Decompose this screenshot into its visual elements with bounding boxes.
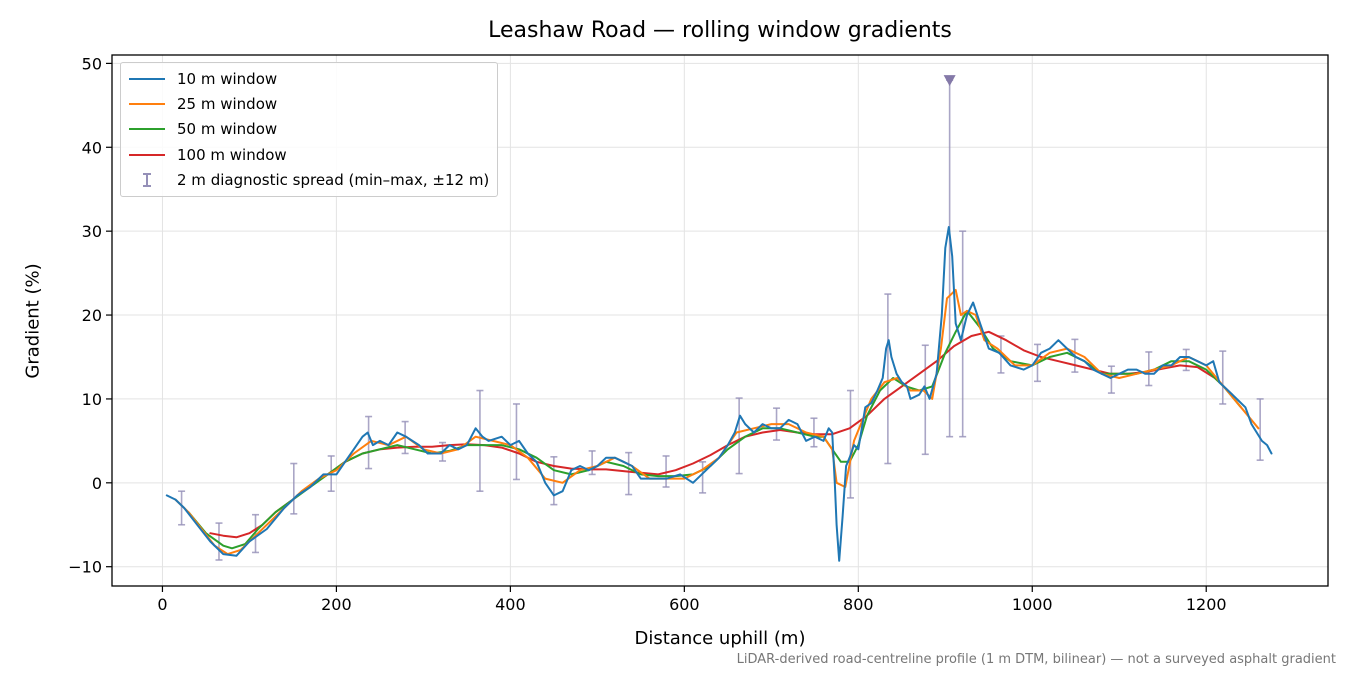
error-bar <box>735 397 743 475</box>
x-axis-label: Distance uphill (m) <box>634 628 806 649</box>
y-tick-label: 50 <box>82 54 102 73</box>
plot-frame <box>111 54 1329 587</box>
error-bar <box>588 450 596 476</box>
legend-item-errorbar: 2 m diagnostic spread (min–max, ±12 m) <box>129 167 489 192</box>
legend-item-100m: 100 m window <box>129 142 489 167</box>
series-lines <box>165 226 1273 562</box>
legend-item-10m: 10 m window <box>129 66 489 91</box>
error-bar <box>810 417 818 448</box>
chart-title: Leashaw Road — rolling window gradients <box>488 18 952 43</box>
y-axis-label: Gradient (%) <box>22 263 44 379</box>
legend-label-10m: 10 m window <box>177 69 278 88</box>
y-axis-ticks: −10 0 10 20 30 40 50 <box>68 54 112 577</box>
error-bar <box>476 389 484 493</box>
peak-marker <box>943 75 956 87</box>
error-bar <box>1107 365 1115 394</box>
y-tick-label: 0 <box>92 474 102 493</box>
error-bar <box>1145 351 1153 387</box>
x-axis-ticks: 0 200 400 600 800 1000 1200 <box>157 586 1227 614</box>
series-line-10m <box>165 226 1273 562</box>
error-bar <box>699 461 707 494</box>
x-tick-label: 400 <box>495 595 526 614</box>
series-line-25m <box>174 288 1260 556</box>
legend-swatch-50m <box>129 122 165 136</box>
y-tick-label: 20 <box>82 306 102 325</box>
legend-item-25m: 25 m window <box>129 91 489 116</box>
error-bar <box>178 490 186 526</box>
footnote: LiDAR-derived road-centreline profile (1… <box>736 652 1336 667</box>
x-tick-label: 1200 <box>1186 595 1227 614</box>
legend-item-50m: 50 m window <box>129 117 489 142</box>
error-bar <box>921 344 929 456</box>
markers <box>943 75 956 87</box>
x-tick-label: 1000 <box>1012 595 1053 614</box>
x-tick-label: 800 <box>843 595 874 614</box>
y-tick-label: −10 <box>68 558 102 577</box>
x-tick-label: 600 <box>669 595 700 614</box>
legend-swatch-errorbar <box>129 172 165 187</box>
legend-swatch-25m <box>129 97 165 111</box>
error-bar <box>252 513 260 554</box>
legend-label-100m: 100 m window <box>177 145 287 164</box>
legend-label-25m: 25 m window <box>177 94 278 113</box>
error-bar <box>884 293 892 465</box>
x-tick-label: 0 <box>157 595 167 614</box>
error-bar <box>290 462 298 515</box>
y-tick-label: 30 <box>82 222 102 241</box>
legend-label-50m: 50 m window <box>177 120 278 139</box>
error-bar <box>846 389 854 499</box>
x-tick-label: 200 <box>321 595 352 614</box>
y-tick-label: 40 <box>82 138 102 157</box>
legend-label-errorbar: 2 m diagnostic spread (min–max, ±12 m) <box>177 170 490 189</box>
legend-swatch-100m <box>129 148 165 162</box>
y-tick-label: 10 <box>82 390 102 409</box>
error-bar <box>1219 350 1227 405</box>
error-bar <box>1256 398 1264 461</box>
series-line-50m <box>187 309 1242 550</box>
error-bar <box>625 451 633 496</box>
legend-swatch-10m <box>129 72 165 86</box>
legend: 10 m window 25 m window 50 m window 100 … <box>120 62 499 198</box>
